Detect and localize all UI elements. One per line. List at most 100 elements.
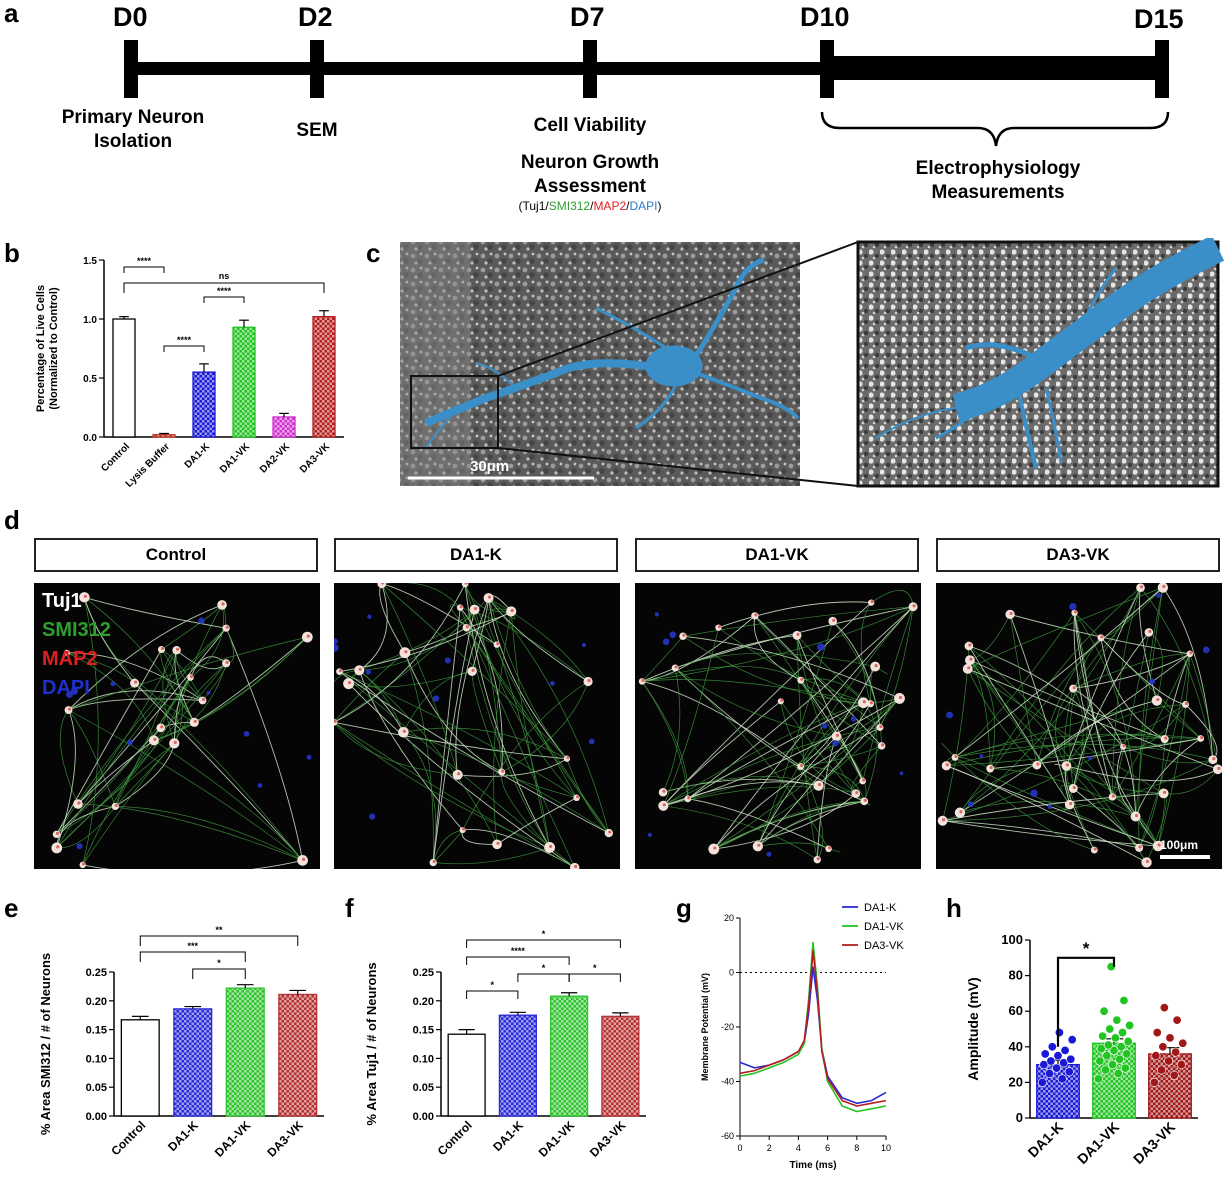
map2-signal [1122, 744, 1126, 748]
data-point [1109, 1045, 1119, 1055]
neurite [462, 681, 589, 831]
neurite [77, 803, 303, 861]
y-tick-label: 60 [1009, 1003, 1023, 1018]
map2-signal [175, 647, 180, 651]
dapi-nucleus [766, 851, 772, 857]
data-point [1066, 1054, 1076, 1064]
neurite [954, 757, 1095, 851]
map2-signal [189, 674, 194, 679]
bar-da1-vk [225, 987, 265, 1117]
neurite [404, 652, 434, 863]
y-tick-label: 80 [1009, 968, 1023, 983]
neurite [1009, 614, 1071, 805]
neurite [84, 597, 195, 723]
neurite [641, 635, 684, 682]
neurite [1135, 587, 1164, 817]
map2-signal [870, 600, 874, 604]
significance-label: * [542, 963, 546, 973]
neurite [967, 668, 1038, 766]
neurite [832, 620, 882, 746]
dapi-nucleus [817, 643, 825, 651]
map2-signal [471, 668, 475, 672]
neurite [800, 766, 824, 860]
neurite [800, 679, 900, 704]
neurite [942, 792, 1164, 822]
map2-signal [800, 677, 804, 681]
map2-signal [827, 846, 832, 850]
neurite [334, 722, 575, 868]
dapi-nucleus [1069, 603, 1077, 611]
data-point [1047, 1042, 1057, 1052]
neurite [713, 800, 865, 850]
neuron-soma [1157, 583, 1169, 593]
map2-signal [173, 740, 177, 744]
neurite [1074, 612, 1136, 817]
significance-label: * [593, 963, 597, 973]
dapi-nucleus [1156, 592, 1161, 598]
neurite [1073, 612, 1113, 798]
neurite [432, 609, 475, 863]
map2-signal [713, 846, 717, 850]
dapi-nucleus [243, 730, 250, 737]
neurite [642, 665, 801, 682]
stain-label-tuj1: Tuj1 [42, 590, 82, 612]
neurite [969, 659, 1067, 767]
map2-signal [404, 650, 408, 654]
neurite [687, 702, 864, 800]
label-neuron-growth-line1: Neuron Growth [520, 152, 660, 173]
neurite [946, 737, 1201, 767]
data-point [1053, 1051, 1063, 1061]
map2-signal [1134, 813, 1139, 818]
bar-da1-k [192, 371, 216, 438]
y-tick-label: -40 [721, 1077, 734, 1087]
header-da1-vk: DA1-VK [635, 538, 919, 572]
map2-signal [301, 857, 306, 861]
neurite [339, 671, 610, 834]
neurite [662, 627, 719, 806]
neurite [488, 597, 568, 759]
x-tick-label: DA3-VK [1130, 1119, 1178, 1167]
y-tick-label: 0 [729, 968, 734, 978]
neurite [969, 659, 991, 769]
neurite [1066, 704, 1186, 767]
neurite [969, 659, 996, 769]
map2-signal [1073, 610, 1078, 614]
y-tick-label: -60 [721, 1131, 734, 1141]
neurite [510, 611, 550, 848]
data-point [1119, 996, 1129, 1006]
neurite [56, 709, 76, 849]
dapi-nucleus [369, 813, 376, 820]
neurite [334, 583, 466, 723]
neurite [334, 722, 550, 848]
neurite [1066, 765, 1219, 782]
neurite [56, 727, 162, 835]
micrograph-control [34, 583, 320, 869]
map2-signal [66, 650, 70, 654]
y-tick-label: 0.05 [413, 1082, 434, 1094]
neurite [488, 597, 589, 682]
neurite [358, 583, 388, 671]
map2-signal [201, 697, 206, 702]
neurite [942, 704, 1186, 822]
chart-amplitude: 0 20 40 60 80 100 Amplitude (mV) DA1-K DA1-VK DA3… [965, 932, 1198, 1167]
neurite [954, 733, 1201, 758]
data-point [1060, 1045, 1070, 1055]
neurite [674, 667, 829, 849]
data-point [1164, 1056, 1174, 1066]
panel-letter-e: e [4, 893, 19, 923]
header-control: Control [34, 538, 318, 572]
neurite [757, 703, 871, 847]
neurite [432, 829, 463, 863]
significance-bracket [163, 345, 205, 352]
map2-signal [510, 608, 514, 613]
neurite [466, 627, 610, 834]
map2-signal [800, 763, 804, 768]
dapi-nucleus [662, 638, 670, 646]
significance-bracket [568, 973, 621, 982]
significance-label: * [1083, 939, 1090, 958]
stain-smi312: SMI312 [548, 199, 591, 213]
neurite [959, 653, 1191, 814]
neurite [334, 597, 489, 723]
y-tick-label: 1.5 [83, 256, 97, 267]
map2-signal [662, 803, 666, 807]
